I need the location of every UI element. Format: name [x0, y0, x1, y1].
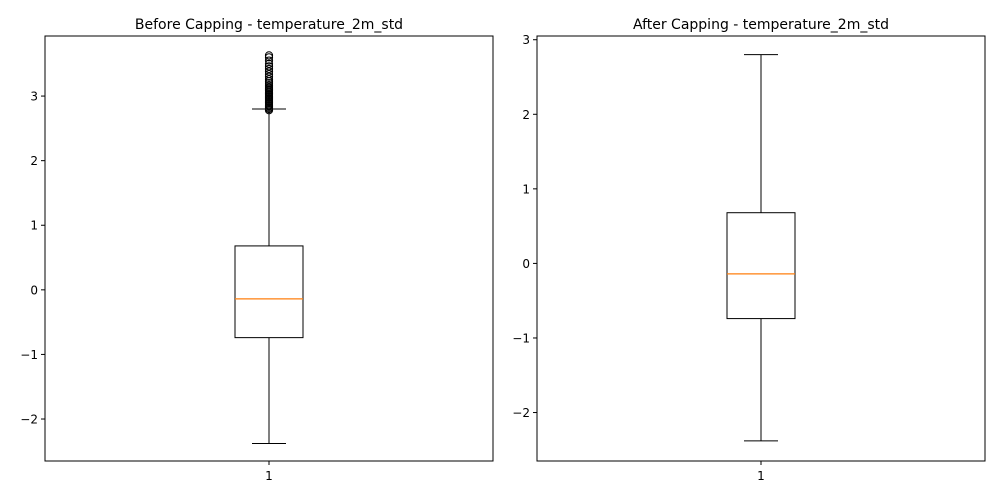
boxplot-panel-before: Before Capping - temperature_2m_std −2 −1… — [20, 17, 494, 483]
x-tick-label: 1 — [757, 469, 765, 483]
y-tick-label: 1 — [522, 182, 530, 196]
outlier-point — [264, 56, 274, 65]
outlier-point — [264, 72, 274, 81]
x-tick-label: 1 — [265, 469, 273, 483]
y-axis: −2 −1 0 1 2 3 — [512, 33, 537, 420]
y-tick-label: 3 — [30, 90, 38, 104]
y-tick-label: −1 — [512, 331, 530, 345]
outlier-point — [264, 62, 274, 71]
outlier-point — [264, 59, 274, 68]
outlier-point — [264, 51, 274, 60]
y-tick-label: 2 — [30, 154, 38, 168]
axes-frame — [44, 35, 494, 462]
y-tick-label: −1 — [20, 348, 38, 362]
y-tick-label: 0 — [522, 257, 530, 271]
chart-title: Before Capping - temperature_2m_std — [135, 17, 403, 33]
y-tick-label: 3 — [522, 33, 530, 47]
boxplot-panel-after: After Capping - temperature_2m_std −2 −1 0… — [512, 17, 986, 483]
outlier-point — [264, 70, 274, 79]
axes-frame — [536, 35, 986, 462]
y-tick-label: −2 — [20, 413, 38, 427]
y-axis: −2 −1 0 1 2 3 — [20, 90, 45, 427]
chart-title: After Capping - temperature_2m_std — [633, 17, 889, 33]
x-axis: 1 — [757, 461, 765, 483]
x-axis: 1 — [265, 461, 273, 483]
y-tick-label: −2 — [512, 406, 530, 420]
outlier-point — [264, 75, 274, 84]
outlier-point — [264, 67, 274, 76]
boxplot-marks — [726, 54, 796, 442]
iqr-box — [726, 212, 796, 320]
outlier-point — [264, 64, 274, 74]
iqr-box — [234, 245, 304, 339]
y-tick-label: 0 — [30, 283, 38, 297]
boxplot-marks — [234, 51, 304, 445]
y-tick-label: 2 — [522, 108, 530, 122]
y-tick-label: 1 — [30, 219, 38, 233]
